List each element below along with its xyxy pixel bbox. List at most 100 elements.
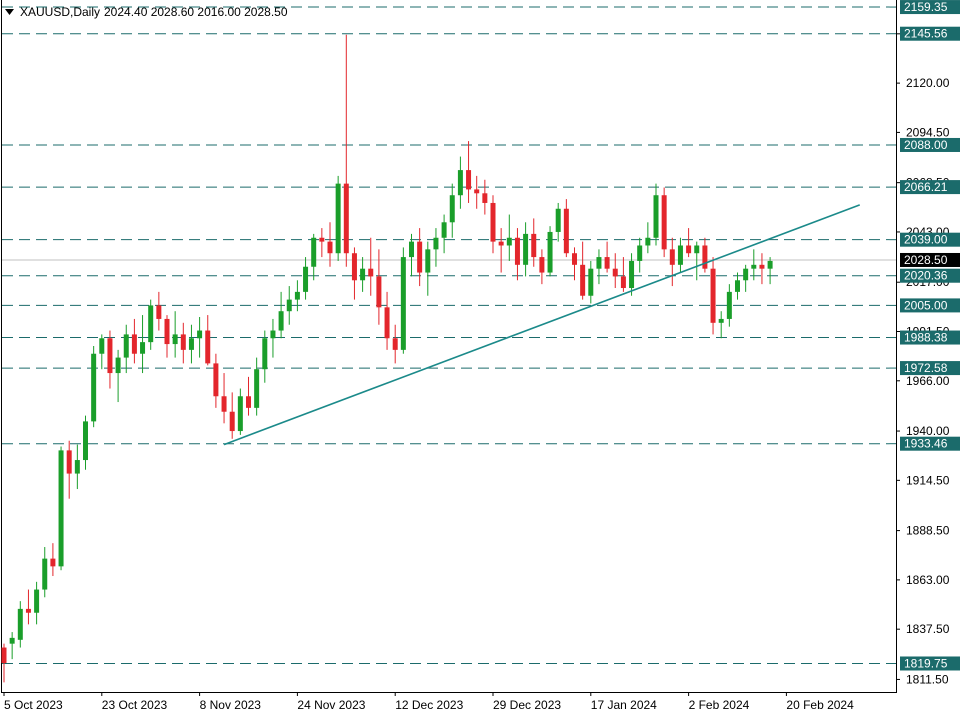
candle-body <box>246 396 251 408</box>
candle-body <box>66 450 72 474</box>
candle-body <box>156 305 162 319</box>
candle-body <box>221 396 227 412</box>
candle-body <box>596 257 602 269</box>
candle-body <box>466 170 472 190</box>
candle-body <box>506 237 512 246</box>
candle-body <box>9 637 15 644</box>
candle-body <box>140 342 146 354</box>
candle-body <box>392 338 398 350</box>
candle-body <box>50 558 56 567</box>
candle-body <box>376 276 382 308</box>
candle-body <box>74 460 80 474</box>
candle-body <box>311 237 317 267</box>
candle-body <box>555 208 561 232</box>
candle-body <box>303 266 309 292</box>
candle-body <box>498 241 504 246</box>
candle-body <box>131 334 137 354</box>
trendline[interactable] <box>223 204 861 446</box>
candle-body <box>205 330 211 364</box>
candle-body <box>604 257 610 269</box>
x-tick-label: 2 Feb 2024 <box>689 698 750 712</box>
candle-body <box>425 249 431 273</box>
x-tick-label: 23 Oct 2023 <box>102 698 168 712</box>
candle-body <box>694 245 700 254</box>
level-label-text: 2039.00 <box>904 233 948 247</box>
candle-body <box>580 264 586 296</box>
candle-body <box>91 353 97 422</box>
candle-body <box>237 396 243 432</box>
candle-body <box>718 318 724 323</box>
candle-body <box>294 291 300 300</box>
level-label-box <box>900 268 960 283</box>
candle-body <box>34 589 40 613</box>
level-label-box <box>900 137 960 152</box>
candle-body <box>197 330 203 339</box>
level-label-box <box>900 361 960 376</box>
candle-body <box>563 208 569 254</box>
candle-body <box>229 411 235 432</box>
candle-body <box>726 291 732 319</box>
candle-body <box>669 249 675 265</box>
chart-header: XAUUSD,Daily 2024.40 2028.60 2016.00 202… <box>5 5 288 19</box>
candle-body <box>148 305 154 343</box>
level-label-text: 2088.00 <box>904 138 948 152</box>
level-label-box <box>900 436 960 451</box>
candle-body <box>417 241 423 273</box>
candle-body <box>751 264 757 269</box>
level-label-text: 2066.21 <box>904 180 948 194</box>
y-tick-label: 2120.00 <box>906 76 950 90</box>
candle-body <box>188 338 194 350</box>
candle-body <box>335 183 341 254</box>
candle-body <box>547 231 553 273</box>
candle-body <box>343 183 349 254</box>
candle-body <box>123 334 129 358</box>
x-tick-label: 12 Dec 2023 <box>395 698 463 712</box>
candle-body <box>457 170 463 196</box>
level-label-text: 2020.36 <box>904 269 948 283</box>
candle-body <box>384 307 390 339</box>
triangle-down-icon[interactable] <box>5 9 14 15</box>
candle-body <box>629 260 635 289</box>
candle-body <box>539 257 545 273</box>
level-label-text: 2159.35 <box>904 0 948 14</box>
level-label-text: 1988.38 <box>904 331 948 345</box>
ohlc-label: 2024.40 2028.60 2016.00 2028.50 <box>104 5 288 19</box>
level-label-box <box>900 180 960 195</box>
candle-body <box>270 330 276 339</box>
candle-body <box>58 450 64 567</box>
candle-body <box>572 253 577 265</box>
candle-body <box>115 357 121 374</box>
time-axis-ticks: 5 Oct 2023 23 Oct 2023 8 Nov 2023 24 Nov 20… <box>3 692 854 712</box>
candle-body <box>278 311 284 331</box>
level-label-box <box>900 330 960 345</box>
y-tick-label: 1888.50 <box>906 524 950 538</box>
candle-body <box>327 241 333 254</box>
candle-body <box>702 245 708 269</box>
candle-body <box>254 369 260 408</box>
candle-body <box>637 245 643 261</box>
level-label-box <box>900 298 960 313</box>
candle-body <box>351 253 357 281</box>
candle-body <box>180 334 186 350</box>
candle-body <box>474 189 480 194</box>
candle-body <box>164 318 170 345</box>
level-label-text: 2145.56 <box>904 27 948 41</box>
x-tick-label: 17 Jan 2024 <box>591 698 657 712</box>
x-tick-label: 24 Nov 2023 <box>297 698 365 712</box>
horizontal-levels[interactable] <box>2 6 896 664</box>
candle-body <box>286 299 292 312</box>
current-price-text: 2028.50 <box>904 253 948 267</box>
candle-body <box>99 338 105 354</box>
y-tick-label: 1863.00 <box>906 573 950 587</box>
candle-body <box>262 338 268 370</box>
candle-body <box>25 608 31 613</box>
level-label-box <box>900 26 960 41</box>
level-label-text: 1819.75 <box>904 656 948 670</box>
candle-body <box>409 241 414 258</box>
y-tick-label: 1914.50 <box>906 473 950 487</box>
y-tick-label: 2094.50 <box>906 125 950 139</box>
level-label-box <box>900 656 960 671</box>
candle-body <box>588 268 594 296</box>
x-tick-label: 20 Feb 2024 <box>786 698 854 712</box>
